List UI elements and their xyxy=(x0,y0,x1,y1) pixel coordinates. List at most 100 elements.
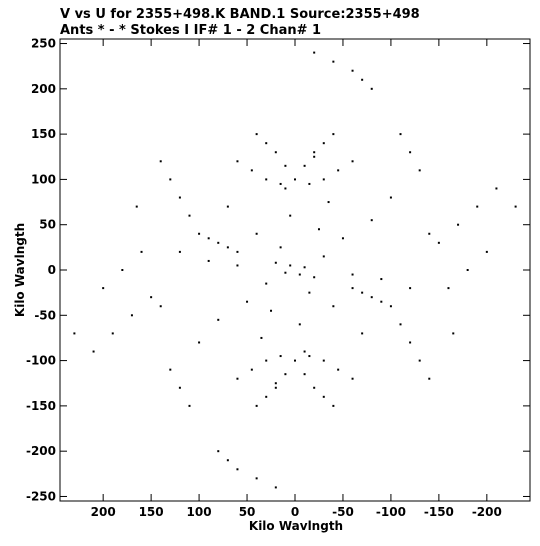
uv-point xyxy=(198,341,201,344)
uv-point xyxy=(73,332,76,335)
uv-point xyxy=(351,287,354,290)
uv-point xyxy=(409,287,412,290)
uv-point xyxy=(332,305,335,308)
uv-point xyxy=(121,269,124,271)
x-tick-label: -200 xyxy=(472,505,502,519)
uv-point xyxy=(317,228,320,231)
uv-point xyxy=(322,359,325,362)
uv-point xyxy=(255,477,258,480)
uv-point xyxy=(236,468,239,471)
uv-point xyxy=(298,273,301,276)
uv-point xyxy=(485,250,488,253)
x-tick-label: -50 xyxy=(332,505,354,519)
uv-point xyxy=(351,69,354,72)
uv-point xyxy=(265,395,268,398)
uv-point xyxy=(130,314,133,317)
uv-point xyxy=(298,323,301,326)
uv-point xyxy=(389,196,392,199)
uv-point xyxy=(370,87,373,90)
uv-point xyxy=(255,133,258,136)
x-tick-label: 200 xyxy=(91,505,116,519)
uv-point xyxy=(289,264,292,267)
uv-point xyxy=(265,178,268,181)
uv-point xyxy=(236,250,239,253)
uv-point xyxy=(294,178,296,181)
uv-point xyxy=(92,350,95,353)
uv-point xyxy=(466,269,469,271)
uv-point xyxy=(409,151,412,154)
uv-point xyxy=(246,300,249,303)
uv-point xyxy=(169,368,172,371)
uv-point xyxy=(332,60,335,63)
uv-point xyxy=(418,359,421,362)
uv-point xyxy=(279,182,282,185)
uv-point xyxy=(236,264,239,267)
uv-point xyxy=(236,160,239,163)
uv-point xyxy=(457,223,460,226)
y-tick-label: -100 xyxy=(26,354,56,368)
uv-point xyxy=(169,178,172,181)
uv-point xyxy=(289,214,292,217)
uv-point xyxy=(274,151,277,154)
uv-point xyxy=(399,133,402,136)
uv-point xyxy=(284,373,287,376)
uv-point xyxy=(226,246,229,249)
uv-point xyxy=(332,133,335,136)
uv-point xyxy=(255,404,258,407)
uv-point xyxy=(370,296,373,299)
uv-point xyxy=(313,155,316,158)
uv-point xyxy=(308,291,311,294)
uv-point xyxy=(236,377,239,380)
uv-point xyxy=(447,287,450,290)
y-tick-label: -250 xyxy=(26,489,56,503)
uv-point xyxy=(226,205,229,208)
uv-point xyxy=(303,164,306,167)
uv-point xyxy=(409,341,412,344)
uv-point xyxy=(270,309,273,312)
uv-point xyxy=(351,273,354,276)
uv-point xyxy=(217,450,220,453)
chart-title: V vs U for 2355+498.K BAND.1 Source:2355… xyxy=(60,7,420,22)
uv-point xyxy=(284,187,287,190)
y-tick-label: 100 xyxy=(31,172,56,186)
uv-point xyxy=(495,187,498,190)
uv-point xyxy=(188,214,191,217)
x-axis-label: Kilo Wavlngth xyxy=(249,519,343,533)
uv-point xyxy=(135,205,138,208)
uv-point xyxy=(207,259,210,262)
uv-point xyxy=(265,359,268,362)
y-tick-label: -150 xyxy=(26,399,56,413)
uv-point xyxy=(274,486,277,489)
uv-point xyxy=(476,205,479,208)
uv-point xyxy=(361,78,364,81)
uv-points xyxy=(73,51,517,489)
y-tick-label: 50 xyxy=(39,218,56,232)
uv-point xyxy=(428,377,431,380)
uv-point xyxy=(178,386,181,389)
uv-point xyxy=(207,237,210,240)
y-tick-label: -50 xyxy=(34,308,56,322)
uv-point xyxy=(188,404,191,407)
uv-point xyxy=(279,355,282,358)
uv-point xyxy=(150,296,153,299)
x-tick-label: -100 xyxy=(376,505,406,519)
uv-point xyxy=(351,377,354,380)
uv-point xyxy=(217,241,220,244)
y-tick-label: 200 xyxy=(31,82,56,96)
uv-point xyxy=(265,142,268,145)
y-tick-label: 250 xyxy=(31,37,56,51)
uv-point xyxy=(313,151,316,154)
uv-point xyxy=(332,404,335,407)
uv-point xyxy=(178,196,181,199)
uv-point xyxy=(322,395,325,398)
x-tick-label: 50 xyxy=(239,505,256,519)
uv-point xyxy=(250,169,253,172)
uv-point xyxy=(337,169,340,172)
uv-point xyxy=(226,459,229,462)
uv-point xyxy=(111,332,114,335)
uv-point xyxy=(255,232,258,235)
y-tick-label: 150 xyxy=(31,127,56,141)
plot-frame xyxy=(59,38,531,502)
